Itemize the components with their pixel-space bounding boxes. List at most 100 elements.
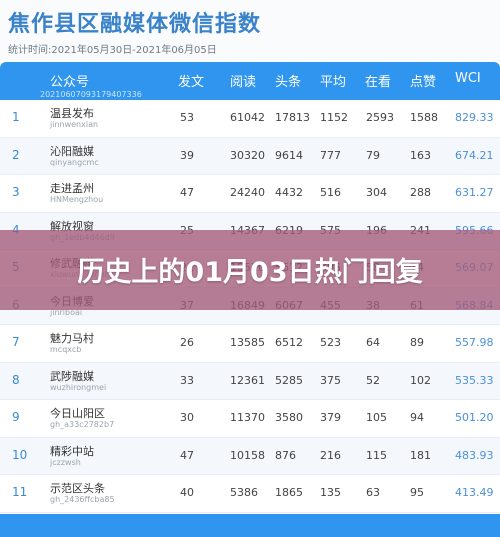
col-likes: 点赞 — [410, 75, 437, 90]
table-row[interactable]: 8 武陟融媒 wuzhirongmei 33 12361 5285 375 52 102 535.… — [0, 362, 500, 400]
headline-value: 6512 — [275, 336, 303, 349]
watching-value: 79 — [366, 148, 380, 162]
rank-number: 8 — [12, 372, 20, 387]
account-name: 走进孟州 — [50, 182, 94, 195]
col-account: 公众号 — [50, 75, 90, 90]
avg-value: 1152 — [320, 111, 348, 124]
account-id: gh_a33c2782b7 — [50, 420, 115, 429]
account-name: 示范区头条 — [50, 482, 105, 495]
footer-bar — [0, 514, 500, 537]
likes-value: 102 — [410, 373, 431, 387]
watching-value: 63 — [366, 486, 380, 499]
wci-value: 829.33 — [455, 111, 494, 124]
table-row[interactable]: 2 沁阳融媒 qinyangcmc 39 30320 9614 777 79 163 674.21 — [0, 137, 500, 175]
account-name: 沁阳融媒 — [50, 144, 94, 158]
likes-value: 288 — [410, 186, 431, 199]
likes-value: 181 — [410, 448, 431, 462]
account-id: qinyangcmc — [50, 157, 99, 167]
posts-value: 39 — [180, 148, 194, 162]
likes-value: 94 — [410, 411, 424, 424]
report-title: 焦作县区融媒体微信指数 — [8, 12, 262, 37]
account-name: 武陟融媒 — [50, 369, 94, 383]
col-avg: 平均 — [320, 75, 347, 90]
reads-value: 10158 — [230, 448, 265, 462]
account-name: 解放视窗 — [50, 219, 94, 233]
table-row[interactable]: 1 温县发布 jinnwenxian 53 61042 17813 1152 2593 1588… — [0, 100, 500, 138]
table-row[interactable]: 9 今日山阳区 gh_a33c2782b7 30 11370 3580 379 105 94 50… — [0, 400, 500, 438]
watching-value: 52 — [366, 373, 380, 387]
banner-overlay: 历史上的01月03日热门回复 — [0, 230, 500, 310]
likes-value: 163 — [410, 148, 431, 162]
watching-value: 304 — [366, 186, 387, 199]
table-row[interactable]: 7 魅力马村 mcqxcb 26 13585 6512 523 64 89 557.98 — [0, 325, 500, 363]
wci-value: 557.98 — [455, 336, 494, 349]
headline-value: 876 — [275, 448, 296, 462]
reads-value: 5386 — [230, 486, 258, 499]
rank-number: 1 — [12, 110, 20, 124]
reads-value: 24240 — [230, 186, 265, 199]
likes-value: 89 — [410, 336, 424, 349]
headline-value: 4432 — [275, 186, 303, 199]
posts-value: 26 — [180, 336, 194, 349]
table-row[interactable]: 3 走进孟州 HNMengzhou 47 24240 4432 516 304 288 631.2… — [0, 175, 500, 213]
likes-value: 1588 — [410, 111, 438, 124]
wci-value: 631.27 — [455, 186, 494, 199]
account-id: gh_2436ffcba85 — [50, 495, 115, 504]
col-reads: 阅读 — [230, 75, 257, 90]
reads-value: 61042 — [230, 111, 265, 124]
headline-value: 5285 — [275, 373, 303, 387]
reads-value: 11370 — [230, 411, 265, 424]
avg-value: 516 — [320, 186, 341, 199]
watching-value: 115 — [366, 448, 387, 462]
avg-value: 375 — [320, 373, 341, 387]
wci-value: 535.33 — [455, 373, 494, 387]
rank-number: 3 — [12, 185, 20, 199]
table-row[interactable]: 10 精彩中站 jczzwsh 47 10158 876 216 115 181 483.93 — [0, 437, 500, 475]
rank-number: 11 — [12, 485, 28, 499]
posts-value: 47 — [180, 186, 194, 199]
avg-value: 216 — [320, 448, 341, 462]
likes-value: 95 — [410, 486, 424, 499]
rank-number: 4 — [12, 223, 20, 237]
watching-value: 2593 — [366, 111, 394, 124]
watching-value: 105 — [366, 411, 387, 424]
account-id: HNMengzhou — [50, 195, 104, 204]
col-wci: WCI — [455, 71, 481, 86]
reads-value: 30320 — [230, 148, 265, 162]
posts-value: 33 — [180, 373, 194, 387]
col-headline: 头条 — [275, 75, 302, 90]
banner-text: 历史上的01月03日热门回复 — [77, 257, 423, 288]
reads-value: 12361 — [230, 373, 265, 387]
rank-number: 2 — [12, 147, 20, 162]
report-header: 焦作县区融媒体微信指数 统计时间:2021年05月30日-2021年06月05日 — [0, 0, 500, 62]
table-row[interactable]: 11 示范区头条 gh_2436ffcba85 40 5386 1865 135 63 95 41… — [0, 475, 500, 513]
wci-value: 483.93 — [455, 448, 494, 462]
account-name: 魅力马村 — [50, 332, 94, 345]
wci-value: 674.21 — [455, 148, 494, 162]
headline-value: 9614 — [275, 148, 303, 162]
posts-value: 47 — [180, 448, 194, 462]
account-id: mcqxcb — [50, 345, 82, 354]
account-name: 今日山阳区 — [50, 407, 105, 420]
avg-value: 135 — [320, 486, 341, 499]
watching-value: 64 — [366, 336, 380, 349]
report-period: 统计时间:2021年05月30日-2021年06月05日 — [8, 45, 217, 56]
headline-value: 1865 — [275, 486, 303, 499]
account-id: jinnwenxian — [50, 120, 99, 129]
posts-value: 30 — [180, 411, 194, 424]
headline-value: 17813 — [275, 111, 310, 124]
account-id: jinriboai — [50, 307, 83, 317]
rank-number: 9 — [12, 410, 20, 424]
account-name: 精彩中站 — [50, 444, 94, 458]
col-posts: 发文 — [178, 75, 205, 90]
reads-value: 13585 — [230, 336, 265, 349]
account-id: wuzhirongmei — [50, 382, 107, 392]
avg-value: 777 — [320, 148, 341, 162]
wci-value: 413.49 — [455, 486, 494, 499]
rank-number: 10 — [12, 447, 28, 462]
table-header: 公众号 发文 阅读 头条 平均 在看 点赞 WCI 20210607093179… — [0, 62, 500, 100]
account-name: 温县发布 — [50, 107, 94, 120]
posts-value: 53 — [180, 111, 194, 124]
wci-value: 501.20 — [455, 411, 494, 424]
posts-value: 40 — [180, 486, 194, 499]
